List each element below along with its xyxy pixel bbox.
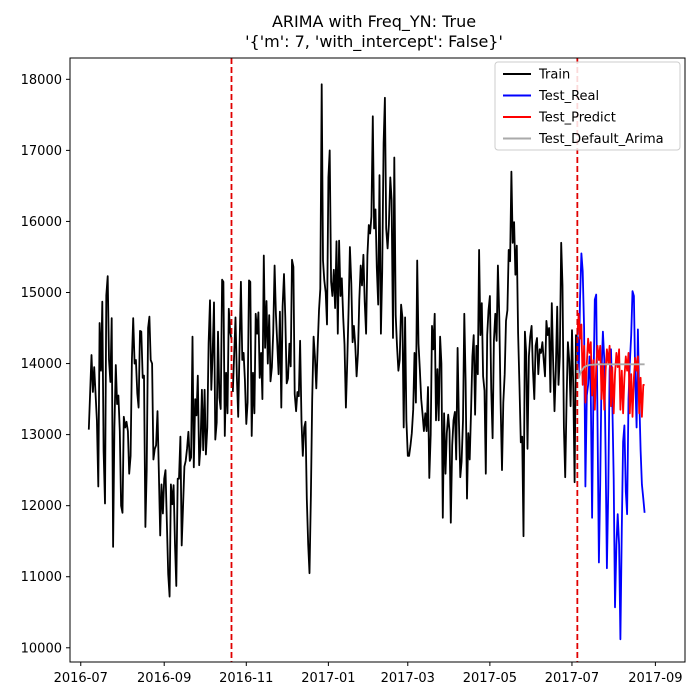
series-line-0 bbox=[87, 275, 233, 598]
y-tick-label: 18000 bbox=[21, 73, 62, 88]
y-tick-label: 11000 bbox=[21, 570, 62, 585]
legend-label: Test_Real bbox=[538, 89, 599, 104]
y-axis: 10000 11000 12000 13000 14000 15000 16000 17000… bbox=[21, 73, 70, 656]
x-axis: 2016-07 2016-09 2016-11 2017-01 2017-03 2017-… bbox=[54, 662, 683, 686]
x-tick-label: 2017-03 bbox=[381, 671, 435, 686]
legend-box bbox=[494, 61, 681, 151]
legend-label: Test_Default_Arima bbox=[538, 132, 664, 147]
x-tick-label: 2016-07 bbox=[54, 671, 108, 686]
legend-label: Train bbox=[538, 68, 570, 83]
y-tick-label: 16000 bbox=[21, 215, 62, 230]
series-line-1 bbox=[231, 83, 578, 575]
series-layer bbox=[87, 83, 646, 641]
x-tick-label: 2017-01 bbox=[301, 671, 355, 686]
x-tick-label: 2017-05 bbox=[463, 671, 517, 686]
y-tick-label: 17000 bbox=[21, 144, 62, 159]
chart-subtitle: '{'m': 7, 'with_intercept': False}' bbox=[245, 32, 503, 52]
x-tick-label: 2017-07 bbox=[545, 671, 599, 686]
series-line-4 bbox=[576, 363, 645, 379]
y-tick-label: 15000 bbox=[21, 286, 62, 301]
x-tick-label: 2016-11 bbox=[219, 671, 273, 686]
y-tick-label: 13000 bbox=[21, 428, 62, 443]
legend: Train Test_Real Test_Predict Test_Default_A… bbox=[494, 61, 681, 151]
x-tick-label: 2017-09 bbox=[628, 671, 682, 686]
chart-title: ARIMA with Freq_YN: True bbox=[272, 12, 476, 32]
y-tick-label: 10000 bbox=[21, 641, 62, 656]
series-line-3 bbox=[576, 312, 645, 418]
y-tick-label: 14000 bbox=[21, 357, 62, 372]
axes-frame bbox=[69, 57, 686, 663]
vline-layer bbox=[230, 58, 579, 662]
y-tick-label: 12000 bbox=[21, 499, 62, 514]
legend-label: Test_Predict bbox=[538, 111, 616, 126]
series-line-2 bbox=[576, 252, 646, 641]
x-tick-label: 2016-09 bbox=[137, 671, 191, 686]
